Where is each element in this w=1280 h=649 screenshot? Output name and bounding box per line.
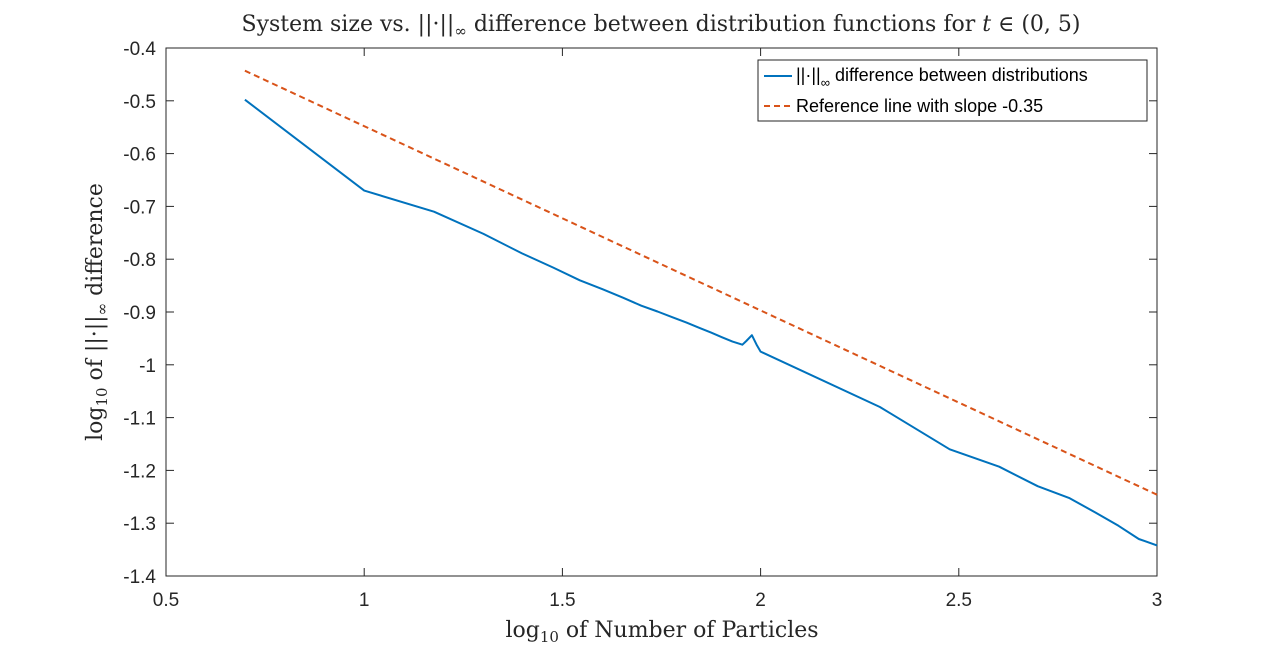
- y-tick-label: -1.1: [123, 409, 156, 430]
- x-axis-label-text: of Number of Particles: [559, 618, 819, 643]
- x-tick-label: 1: [359, 590, 370, 611]
- chart-title: System size vs. ||·||∞ difference betwee…: [242, 12, 1081, 40]
- y-axis-log-sub: 10: [93, 387, 111, 406]
- title-middle: difference between distribution function…: [467, 12, 982, 37]
- legend-label-series-2: Reference line with slope -0.35: [796, 96, 1043, 116]
- y-axis-log: log: [83, 407, 108, 441]
- x-tick-label: 2.5: [946, 590, 972, 611]
- y-tick-label: -0.4: [123, 39, 156, 60]
- title-norm-sub: ∞: [454, 22, 467, 40]
- legend-label-1-sub: ∞: [821, 75, 830, 90]
- y-axis-norm-sub: ∞: [93, 303, 111, 316]
- plot-series: [244, 69, 1158, 547]
- series-line-1: [244, 98, 1158, 547]
- y-axis-tail: difference: [83, 183, 108, 303]
- axis-ticks: 0.5 1 1.5 2 2.5 3 -1.4 -1.3 -1.2 -1.1 -1 -0.9 -0.8 -0…: [123, 39, 1162, 611]
- x-tick-label: 0.5: [153, 590, 179, 611]
- x-axis-label: log10 of Number of Particles: [505, 618, 818, 646]
- legend-label-series-1: ||·||∞ difference between distributions: [796, 65, 1088, 90]
- x-tick-label: 2: [755, 590, 766, 611]
- y-axis-of: of: [83, 352, 108, 387]
- legend-label-1-prefix: ||·||: [796, 65, 821, 85]
- y-tick-label: -0.7: [123, 197, 156, 218]
- series-line-2: [244, 69, 1158, 496]
- title-set: ∈ (0, 5): [991, 12, 1080, 37]
- y-tick-label: -1: [139, 356, 156, 377]
- y-tick-label: -1.4: [123, 567, 156, 588]
- title-var: t: [982, 12, 991, 37]
- x-tick-label: 1.5: [549, 590, 575, 611]
- y-tick-label: -0.8: [123, 250, 156, 271]
- x-axis-log: log: [505, 618, 539, 643]
- legend: ||·||∞ difference between distributions …: [757, 59, 1148, 122]
- y-axis-norm: ||·||: [83, 315, 108, 352]
- x-tick-label: 3: [1152, 590, 1163, 611]
- legend-box: [757, 59, 1148, 122]
- y-axis-label: log10 of ||·||∞ difference: [83, 183, 111, 441]
- title-norm: ||·||: [418, 12, 455, 37]
- y-tick-label: -0.6: [123, 145, 156, 166]
- y-tick-label: -1.3: [123, 514, 156, 535]
- y-tick-label: -0.5: [123, 92, 156, 113]
- legend-label-1-suffix: difference between distributions: [830, 65, 1088, 85]
- y-tick-label: -1.2: [123, 461, 156, 482]
- y-tick-label: -0.9: [123, 303, 156, 324]
- x-axis-log-sub: 10: [540, 628, 559, 646]
- title-prefix: System size vs.: [242, 12, 411, 37]
